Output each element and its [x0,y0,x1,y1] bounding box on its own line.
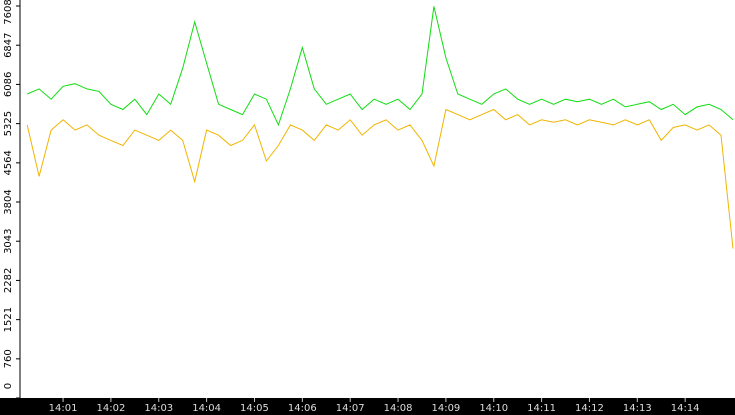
series-line [26,108,734,249]
y-tick-label: 6086 [3,72,14,97]
x-tick-label: 14:05 [240,403,269,414]
y-tick-label: 0 [3,383,14,389]
y-tick-label: 1521 [3,307,14,332]
x-tick-label: 14:13 [623,403,652,414]
y-tick-label: 7608 [3,0,14,25]
x-tick-label: 14:06 [288,403,317,414]
y-tick-label: 6847 [3,32,14,57]
x-tick-label: 14:10 [479,403,508,414]
x-tick-label: 14:11 [527,403,556,414]
x-axis-bar [0,398,735,415]
y-tick-label: 5325 [3,111,14,136]
x-tick-label: 14:01 [49,403,78,414]
y-tick-label: 760 [3,349,14,368]
x-tick-label: 14:08 [384,403,413,414]
x-tick-label: 14:09 [431,403,460,414]
x-tick-label: 14:12 [575,403,604,414]
series-line [27,6,734,127]
y-tick-label: 4564 [3,150,14,175]
x-tick-label: 14:07 [336,403,365,414]
x-tick-label: 14:03 [144,403,173,414]
x-tick-label: 14:14 [671,403,700,414]
x-tick-label: 14:02 [97,403,126,414]
y-tick-label: 2282 [3,268,14,293]
y-tick-label: 3804 [3,189,14,214]
x-tick-label: 14:04 [192,403,221,414]
y-tick-label: 3043 [3,228,14,253]
